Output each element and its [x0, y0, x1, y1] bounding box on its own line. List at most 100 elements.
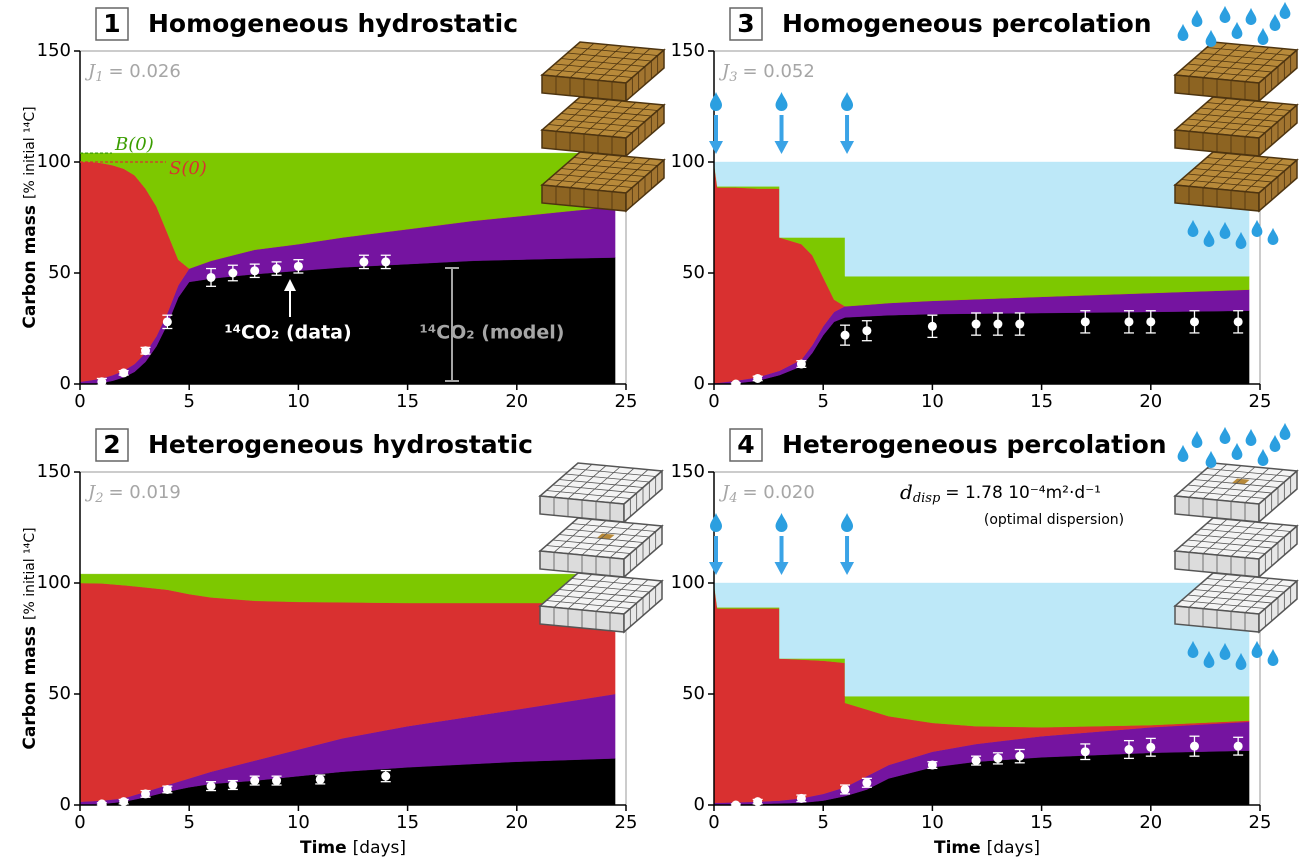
- x-tick-label: 15: [1030, 391, 1053, 412]
- data-point: [381, 257, 391, 267]
- x-tick-label: 0: [708, 391, 719, 412]
- panel-title: Homogeneous percolation: [782, 9, 1152, 38]
- raindrop: [1269, 13, 1281, 31]
- slab-grid: [571, 468, 656, 477]
- y-axis-title: Carbon mass: [20, 626, 40, 750]
- y-tick-label: 100: [37, 151, 71, 172]
- slab-grid: [573, 102, 658, 111]
- percolation-event: [709, 513, 723, 575]
- data-point: [753, 797, 763, 807]
- data-point: [228, 268, 238, 278]
- data-point: [1015, 319, 1025, 329]
- y-axis-title: Carbon mass: [20, 205, 40, 329]
- raindrop: [1205, 450, 1217, 468]
- raindrop: [1203, 650, 1215, 668]
- panel-title: Heterogeneous percolation: [782, 430, 1167, 459]
- raindrop: [1269, 434, 1281, 452]
- annotation-data: ¹⁴CO₂ (data): [224, 322, 351, 344]
- data-point: [796, 359, 806, 369]
- x-tick-label: 10: [921, 391, 944, 412]
- slab-grid: [1206, 47, 1291, 56]
- y-axis-unit: [% initial ¹⁴C]: [22, 527, 38, 620]
- data-point: [141, 789, 151, 799]
- y-tick-label: 150: [671, 40, 705, 61]
- panel-number: 4: [737, 430, 754, 459]
- x-tick-label: 5: [817, 812, 828, 833]
- raindrop: [1267, 227, 1279, 245]
- x-axis-unit: [days]: [987, 838, 1040, 858]
- data-point: [993, 753, 1003, 763]
- x-tick-label: 15: [396, 812, 419, 833]
- raindrop: [1279, 422, 1291, 440]
- data-point: [971, 756, 981, 766]
- raindrop: [1257, 27, 1269, 45]
- data-point: [162, 784, 172, 794]
- y-axis-unit: [% initial ¹⁴C]: [22, 106, 38, 199]
- data-point: [840, 330, 850, 340]
- x-tick-label: 10: [921, 812, 944, 833]
- panel-number: 1: [103, 9, 120, 38]
- data-point: [993, 319, 1003, 329]
- slab-grid: [1206, 523, 1291, 532]
- data-point: [1233, 741, 1243, 751]
- x-tick-label: 0: [74, 812, 85, 833]
- slab-grid: [1206, 157, 1291, 166]
- raindrop: [1257, 448, 1269, 466]
- reference-label: B(0): [114, 134, 154, 155]
- fit-value: = 0.019: [109, 482, 181, 503]
- raindrop: [1231, 442, 1243, 460]
- x-tick-label: 0: [74, 391, 85, 412]
- x-tick-label: 15: [1030, 812, 1053, 833]
- raindrop: [1219, 221, 1231, 239]
- x-axis-title: Time: [934, 838, 981, 858]
- y-axis-label: Carbon mass [% initial ¹⁴C]: [20, 527, 40, 749]
- fit-symbol: J: [84, 61, 97, 82]
- data-point: [796, 793, 806, 803]
- y-tick-label: 50: [682, 262, 705, 283]
- percolation-arrowhead: [774, 562, 789, 575]
- annotation-model: ¹⁴CO₂ (model): [420, 322, 565, 344]
- raindrop: [1231, 21, 1243, 39]
- data-point: [731, 800, 741, 810]
- fit-value: = 0.052: [743, 61, 815, 82]
- data-point: [97, 799, 107, 809]
- data-point: [1233, 317, 1243, 327]
- x-tick-label: 5: [817, 391, 828, 412]
- x-tick-label: 25: [1249, 812, 1272, 833]
- raindrop: [1267, 648, 1279, 666]
- raindrop: [1205, 29, 1217, 47]
- raindrop: [1245, 7, 1257, 25]
- data-point: [840, 784, 850, 794]
- percolation-arrowhead: [840, 562, 855, 575]
- panel-title: Homogeneous hydrostatic: [148, 9, 518, 38]
- y-tick-label: 50: [48, 262, 71, 283]
- data-point: [119, 797, 129, 807]
- slab-grid: [1206, 468, 1291, 477]
- x-tick-label: 5: [183, 812, 194, 833]
- data-point: [1015, 751, 1025, 761]
- fit-value: = 0.020: [743, 482, 815, 503]
- percolation-event: [709, 92, 723, 154]
- x-tick-label: 20: [505, 812, 528, 833]
- slab-grid: [571, 578, 656, 587]
- raindrop: [1279, 1, 1291, 19]
- percolation-event: [774, 513, 789, 575]
- y-tick-label: 100: [671, 572, 705, 593]
- y-tick-label: 0: [694, 373, 705, 394]
- raindrop: [1187, 640, 1199, 658]
- data-point: [206, 272, 216, 282]
- percolation-drop: [710, 92, 722, 111]
- data-point: [731, 379, 741, 389]
- data-point: [250, 776, 260, 786]
- x-tick-label: 15: [396, 391, 419, 412]
- x-axis-label: Time [days]: [934, 838, 1040, 858]
- x-tick-label: 25: [1249, 391, 1272, 412]
- raindrop: [1251, 640, 1263, 658]
- raindrop: [1191, 9, 1203, 27]
- data-point: [1146, 317, 1156, 327]
- coef-symbol: d: [900, 480, 913, 504]
- annotation-arrowhead: [284, 279, 296, 291]
- fit-criterion: J1 = 0.026: [84, 61, 181, 85]
- data-point: [927, 760, 937, 770]
- percolation-drop: [710, 513, 722, 532]
